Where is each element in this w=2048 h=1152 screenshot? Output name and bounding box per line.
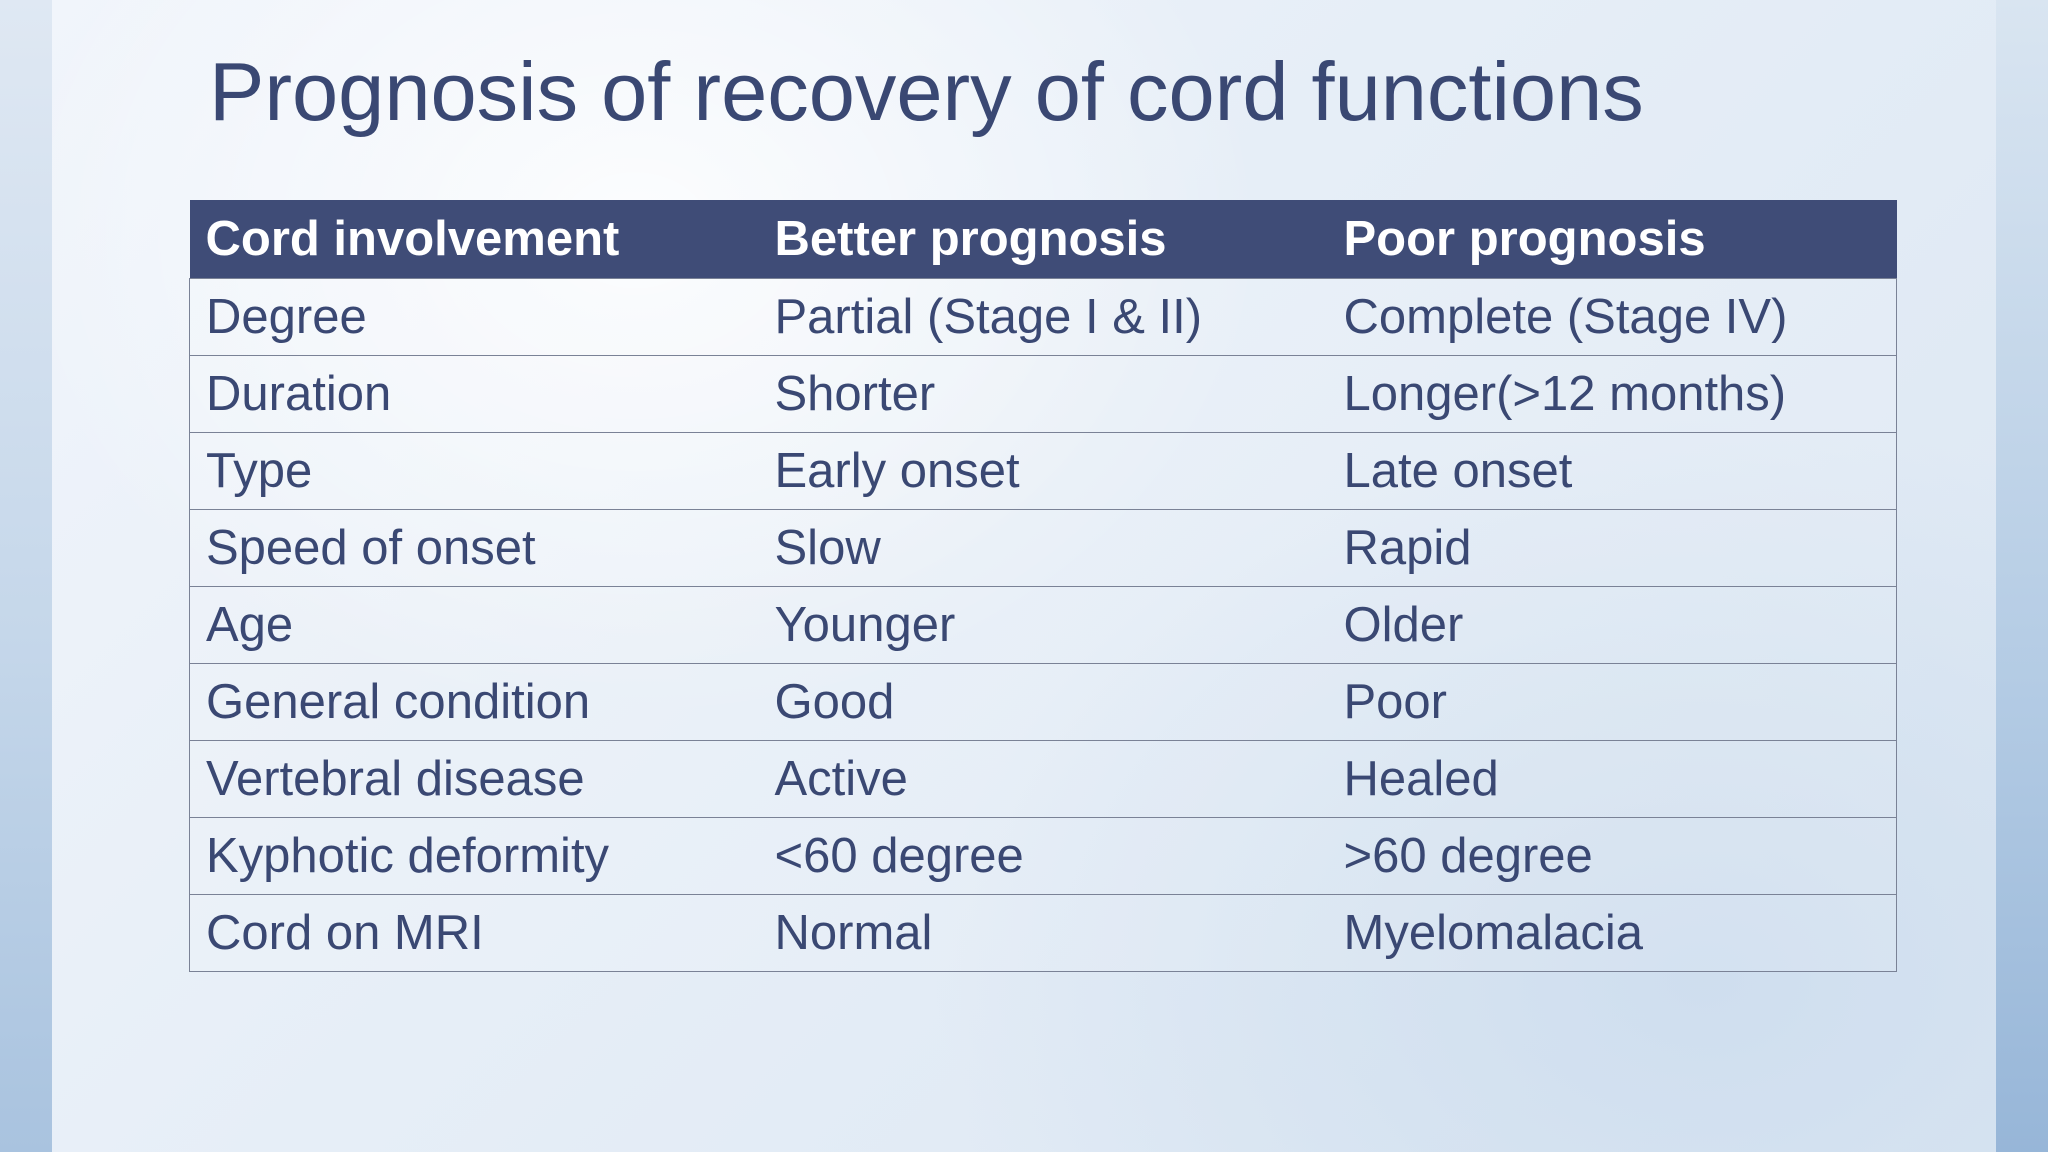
cell-better-prognosis: Early onset	[758, 432, 1328, 510]
header-poor-prognosis: Poor prognosis	[1327, 200, 1897, 279]
table-row: Type Early onset Late onset	[189, 432, 1897, 510]
table-row: Speed of onset Slow Rapid	[189, 509, 1897, 587]
cell-cord-involvement: Speed of onset	[189, 509, 759, 587]
cell-poor-prognosis: >60 degree	[1327, 817, 1897, 895]
cell-cord-involvement: Duration	[189, 355, 759, 433]
header-cord-involvement: Cord involvement	[189, 200, 759, 279]
table-row: Kyphotic deformity <60 degree >60 degree	[189, 817, 1897, 895]
cell-poor-prognosis: Complete (Stage IV)	[1327, 278, 1897, 356]
cell-cord-involvement: General condition	[189, 663, 759, 741]
cell-better-prognosis: <60 degree	[758, 817, 1328, 895]
table-row: Age Younger Older	[189, 586, 1897, 664]
table-header-row: Cord involvement Better prognosis Poor p…	[189, 200, 1897, 279]
cell-cord-involvement: Kyphotic deformity	[189, 817, 759, 895]
table-row: Degree Partial (Stage I & II) Complete (…	[189, 278, 1897, 356]
cell-poor-prognosis: Longer(>12 months)	[1327, 355, 1897, 433]
table-row: General condition Good Poor	[189, 663, 1897, 741]
cell-cord-involvement: Cord on MRI	[189, 894, 759, 972]
prognosis-table: Cord involvement Better prognosis Poor p…	[189, 200, 1897, 972]
cell-poor-prognosis: Late onset	[1327, 432, 1897, 510]
cell-cord-involvement: Degree	[189, 278, 759, 356]
cell-better-prognosis: Good	[758, 663, 1328, 741]
frame-left-edge	[0, 0, 52, 1152]
cell-cord-involvement: Type	[189, 432, 759, 510]
cell-better-prognosis: Active	[758, 740, 1328, 818]
header-better-prognosis: Better prognosis	[758, 200, 1328, 279]
slide-title: Prognosis of recovery of cord functions	[209, 45, 1644, 138]
slide: Prognosis of recovery of cord functions …	[52, 0, 1996, 1152]
cell-cord-involvement: Age	[189, 586, 759, 664]
table-row: Duration Shorter Longer(>12 months)	[189, 355, 1897, 433]
frame-right-edge	[1996, 0, 2048, 1152]
cell-poor-prognosis: Poor	[1327, 663, 1897, 741]
table-row: Cord on MRI Normal Myelomalacia	[189, 894, 1897, 972]
cell-cord-involvement: Vertebral disease	[189, 740, 759, 818]
cell-poor-prognosis: Myelomalacia	[1327, 894, 1897, 972]
cell-better-prognosis: Partial (Stage I & II)	[758, 278, 1328, 356]
cell-better-prognosis: Younger	[758, 586, 1328, 664]
cell-poor-prognosis: Older	[1327, 586, 1897, 664]
cell-better-prognosis: Slow	[758, 509, 1328, 587]
cell-poor-prognosis: Rapid	[1327, 509, 1897, 587]
cell-better-prognosis: Shorter	[758, 355, 1328, 433]
table-row: Vertebral disease Active Healed	[189, 740, 1897, 818]
cell-poor-prognosis: Healed	[1327, 740, 1897, 818]
cell-better-prognosis: Normal	[758, 894, 1328, 972]
